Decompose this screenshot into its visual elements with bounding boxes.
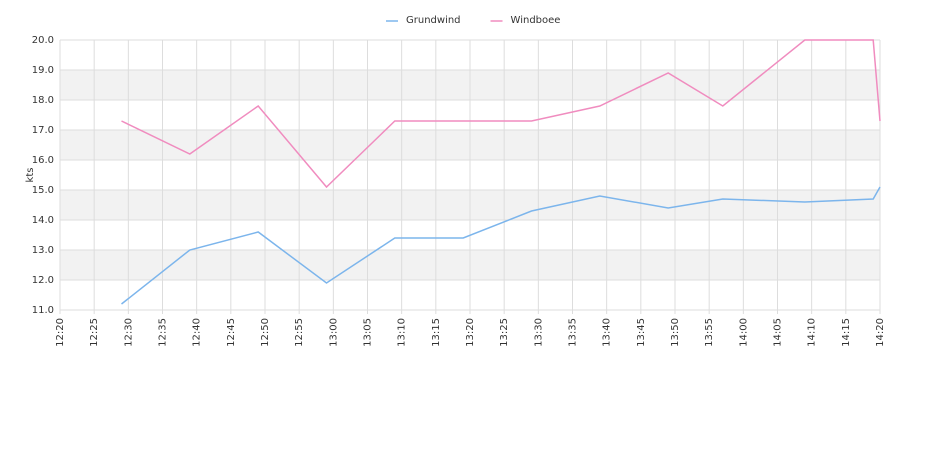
x-tick-label: 13:50 [670,318,681,347]
series-line [121,39,881,189]
x-tick-label: 13:35 [568,318,579,347]
x-tick-label: 13:20 [465,318,476,347]
x-tick-label: 14:10 [807,318,818,347]
y-tick-label: 12.0 [32,275,54,286]
y-tick-label: 20.0 [32,35,54,46]
series-line [121,186,881,305]
y-tick-label: 11.0 [32,305,54,316]
x-tick-label: 13:30 [533,318,544,347]
y-tick-label: 15.0 [32,185,54,196]
x-tick-label: 13:40 [602,318,613,347]
x-tick-label: 14:05 [773,318,784,347]
y-tick-label: 17.0 [32,125,54,136]
y-tick-label: 18.0 [32,95,54,106]
x-tick-label: 12:25 [89,318,100,347]
x-tick-label: 13:00 [328,318,339,347]
y-tick-label: 19.0 [32,65,54,76]
x-tick-label: 14:20 [875,318,886,347]
x-tick-label: 13:10 [397,318,408,347]
x-tick-label: 12:35 [158,318,169,347]
x-tick-label: 13:05 [363,318,374,347]
x-tick-label: 13:55 [704,318,715,347]
x-tick-label: 13:25 [499,318,510,347]
x-tick-label: 14:15 [841,318,852,347]
x-tick-label: 12:30 [123,318,134,347]
x-tick-label: 12:40 [192,318,203,347]
legend-label: Windboee [511,15,561,26]
x-tick-label: 12:45 [226,318,237,347]
legend-label: Grundwind [406,15,461,26]
y-tick-label: 16.0 [32,155,54,166]
x-tick-label: 12:20 [55,318,66,347]
y-tick-label: 13.0 [32,245,54,256]
y-axis-label: kts [25,168,36,183]
x-tick-label: 12:50 [260,318,271,347]
y-tick-label: 14.0 [32,215,54,226]
x-tick-label: 12:55 [294,318,305,347]
x-tick-label: 14:00 [738,318,749,347]
x-tick-label: 13:15 [431,318,442,347]
x-tick-label: 13:45 [636,318,647,347]
